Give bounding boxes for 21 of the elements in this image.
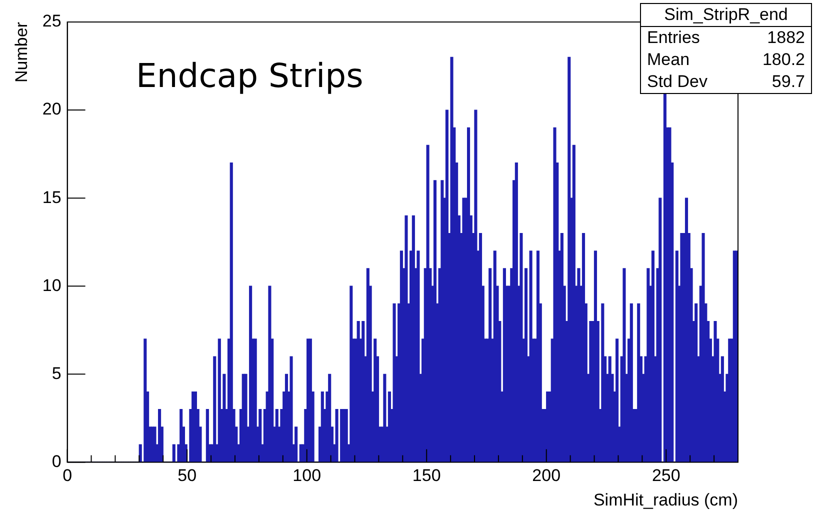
y-tick-label: 15 (42, 188, 62, 207)
y-tick-label: 10 (42, 276, 62, 295)
annotation: Sim_StripR_end (641, 4, 811, 27)
text: 59.7 (772, 71, 805, 93)
y-tick-label: 5 (52, 364, 62, 383)
y-tick-label: 0 (52, 452, 62, 471)
x-tick-label: 200 (532, 466, 561, 486)
text: Endcap Strips (136, 56, 364, 95)
text: 180.2 (762, 49, 805, 71)
y-tick-label: 25 (42, 12, 62, 31)
x-axis-title: SimHit_radius (cm) (593, 490, 738, 510)
y-axis-title: Number (12, 22, 31, 82)
annotation: Entries (647, 27, 700, 49)
y-tick-label: 20 (42, 100, 62, 119)
x-tick-label: 100 (292, 466, 322, 486)
x-tick-label: 250 (652, 466, 680, 486)
x-tick-label: 150 (412, 466, 441, 486)
text: 1882 (767, 27, 805, 49)
x-tick-label: 50 (178, 466, 197, 486)
annotation: Std Dev (647, 71, 708, 93)
annotation: Mean (647, 49, 690, 71)
